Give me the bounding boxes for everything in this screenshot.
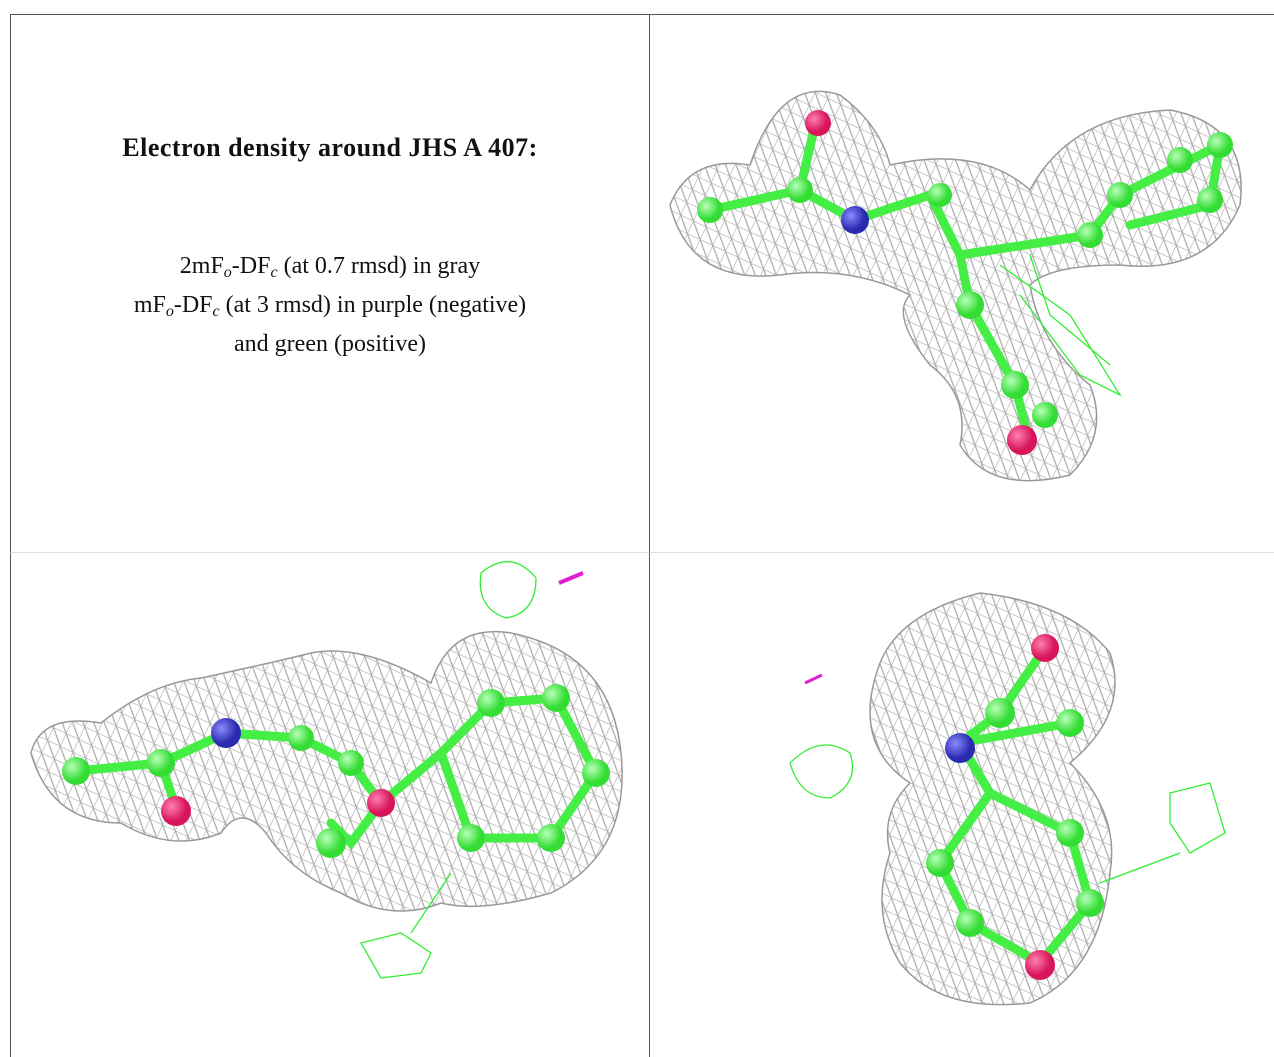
atom	[805, 110, 831, 136]
positive-mesh	[360, 560, 537, 979]
atom	[288, 725, 314, 751]
atom	[787, 177, 813, 203]
atom	[1031, 634, 1059, 662]
density-mesh	[669, 90, 1242, 482]
atom	[1032, 402, 1058, 428]
atom	[697, 197, 723, 223]
atom	[537, 824, 565, 852]
atom	[338, 750, 364, 776]
atom	[316, 828, 346, 858]
subscript: o	[165, 303, 174, 320]
atom	[956, 909, 984, 937]
image-cell	[649, 552, 1274, 1057]
positive-mesh	[789, 744, 1226, 884]
atom	[956, 291, 984, 319]
caption-text: -DF	[231, 253, 271, 279]
atom	[1056, 709, 1084, 737]
caption-line: and green (positive)	[11, 325, 649, 364]
subscript: o	[223, 264, 232, 281]
atom	[945, 733, 975, 763]
atom	[477, 689, 505, 717]
molecule-view	[30, 560, 623, 979]
atom	[1207, 132, 1233, 158]
atom	[1001, 371, 1029, 399]
atom	[457, 824, 485, 852]
atom	[1107, 182, 1133, 208]
caption-lines: 2mFo-DFc (at 0.7 rmsd) in gray mFo-DFc (a…	[11, 247, 649, 364]
caption-title: Electron density around JHS A 407:	[122, 133, 538, 162]
atom	[147, 749, 175, 777]
molecule-view	[789, 592, 1226, 1006]
atom	[841, 206, 869, 234]
caption-text: and green (positive)	[234, 331, 426, 357]
image-cell	[649, 14, 1274, 552]
atom	[1197, 187, 1223, 213]
atom	[1056, 819, 1084, 847]
atom	[582, 759, 610, 787]
positive-mesh	[999, 254, 1122, 397]
atom	[928, 183, 952, 207]
subscript: c	[270, 264, 278, 281]
image-cell	[10, 552, 649, 1057]
atom	[367, 789, 395, 817]
atom	[211, 718, 241, 748]
atom	[1076, 889, 1104, 917]
caption-text: (at 0.7 rmsd) in gray	[277, 253, 481, 279]
atom	[1025, 950, 1055, 980]
atom	[926, 849, 954, 877]
atom	[1077, 222, 1103, 248]
subscript: c	[212, 303, 220, 320]
bonds	[934, 643, 1095, 969]
atom	[62, 757, 90, 785]
atom	[542, 684, 570, 712]
atom	[161, 796, 191, 826]
caption-text: (at 3 rmsd) in purple (negative)	[219, 292, 527, 318]
caption-text: 2mF	[179, 253, 224, 279]
caption-line: mFo-DFc (at 3 rmsd) in purple (negative)	[11, 286, 649, 325]
negative-mesh	[558, 571, 584, 585]
negative-mesh	[804, 673, 823, 685]
atom	[985, 698, 1015, 728]
caption-text: -DF	[173, 292, 213, 318]
caption-text: mF	[133, 292, 166, 318]
atom	[1167, 147, 1193, 173]
caption-cell: Electron density around JHS A 407: 2mFo-…	[10, 14, 649, 552]
atom	[1007, 425, 1037, 455]
molecule-view	[669, 90, 1242, 482]
caption-line: 2mFo-DFc (at 0.7 rmsd) in gray	[11, 247, 649, 286]
